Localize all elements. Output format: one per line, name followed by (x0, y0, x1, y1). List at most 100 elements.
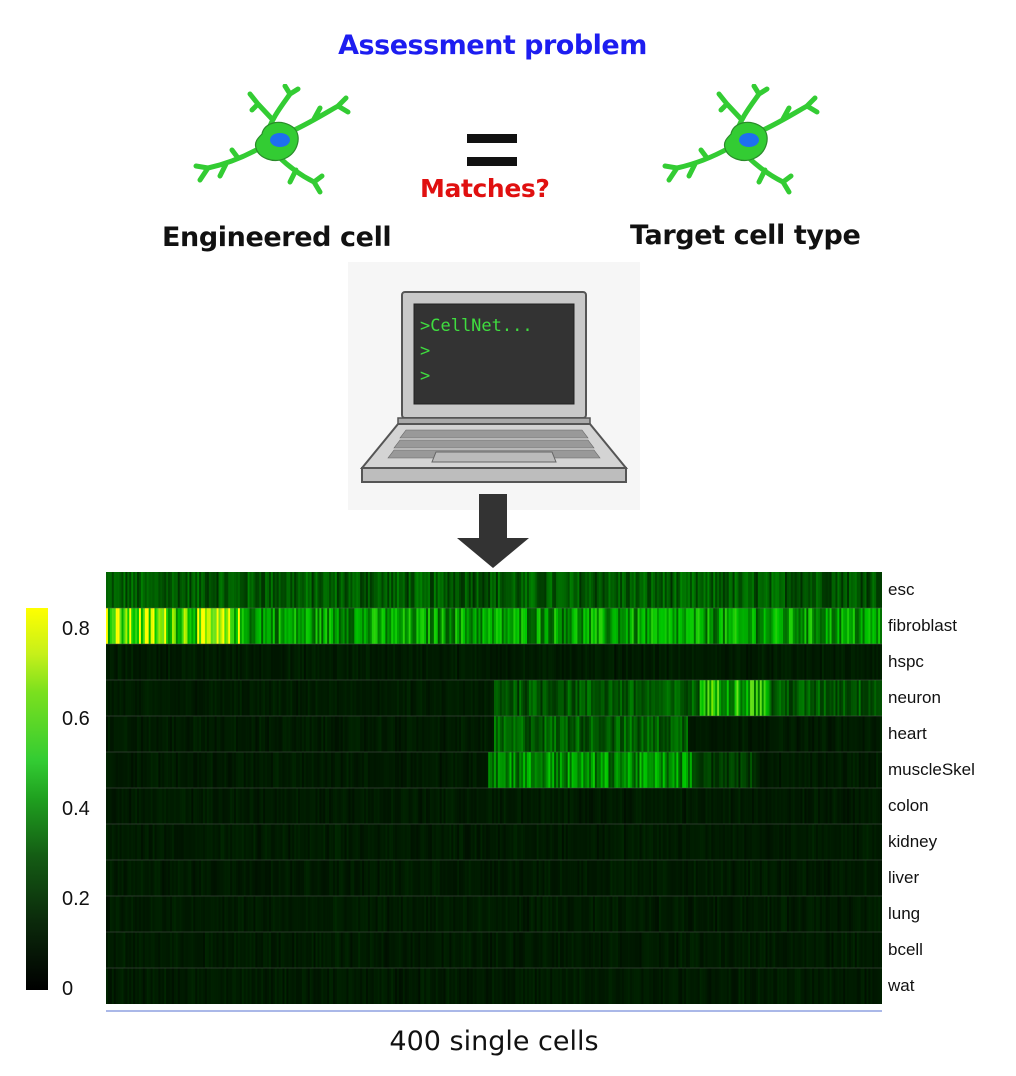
heatmap-cell (501, 644, 504, 680)
heatmap-cell (282, 968, 285, 1004)
heatmap-cell (445, 680, 448, 716)
heatmap-cell (179, 572, 182, 608)
heatmap-cell (585, 644, 588, 680)
heatmap-cell (538, 824, 541, 860)
heatmap-cell (185, 968, 188, 1004)
heatmap-cell (647, 824, 650, 860)
heatmap-cell (135, 644, 138, 680)
heatmap-cell (569, 788, 572, 824)
heatmap-cell (701, 608, 704, 644)
heatmap-cell (742, 932, 745, 968)
heatmap-cell (414, 680, 417, 716)
heatmap-cell (307, 644, 310, 680)
heatmap-cell (845, 788, 848, 824)
heatmap-cell (457, 824, 460, 860)
heatmap-cell (759, 788, 763, 824)
heatmap-cell (722, 644, 726, 680)
heatmap-cell (497, 716, 501, 752)
heatmap-cell (720, 608, 724, 644)
heatmap-cell (724, 752, 728, 788)
heatmap-cell (759, 860, 763, 896)
heatmap-cell (856, 968, 860, 1004)
heatmap-cell (831, 824, 834, 860)
heatmap-cell (468, 860, 472, 896)
heatmap-cell (449, 716, 452, 752)
heatmap-cell (350, 752, 353, 788)
heatmap-cell (168, 788, 171, 824)
heatmap-cell (575, 572, 578, 608)
heatmap-cell (540, 680, 543, 716)
heatmap-cell (197, 968, 200, 1004)
heatmap-cell (222, 968, 225, 1004)
heatmap-cell (443, 824, 446, 860)
heatmap-cell (503, 968, 506, 1004)
heatmap-cell (276, 932, 279, 968)
heatmap-cell (783, 644, 786, 680)
heatmap-cell (783, 572, 786, 608)
heatmap-cell (461, 572, 464, 608)
heatmap-cell (305, 824, 309, 860)
heatmap-cell (470, 824, 473, 860)
heatmap-cell (802, 572, 805, 608)
heatmap-cell (135, 572, 138, 608)
heatmap-cell (309, 608, 312, 644)
heatmap-cell (625, 644, 629, 680)
heatmap-cell (267, 932, 270, 968)
heatmap-cell (854, 680, 858, 716)
heatmap-cell (835, 608, 838, 644)
heatmap-cell (773, 788, 776, 824)
heatmap-cell (290, 860, 293, 896)
heatmap-cell (393, 896, 396, 932)
heatmap-cell (845, 608, 848, 644)
heatmap-cell (106, 680, 109, 716)
heatmap-cell (268, 860, 272, 896)
heatmap-cell (495, 572, 499, 608)
heatmap-cell (494, 752, 497, 788)
heatmap-cell (740, 932, 743, 968)
heatmap-cell (398, 752, 402, 788)
heatmap-cell (604, 788, 607, 824)
heatmap-cell (592, 824, 596, 860)
heatmap-cell (195, 824, 198, 860)
heatmap-cell (796, 644, 799, 680)
heatmap-cell (509, 680, 512, 716)
heatmap-cell (755, 968, 759, 1004)
heatmap-cell (852, 752, 856, 788)
heatmap-cell (839, 608, 842, 644)
heatmap-cell (829, 788, 832, 824)
heatmap-cell (286, 752, 289, 788)
heatmap-cell (806, 572, 809, 608)
heatmap-cell (329, 608, 332, 644)
heatmap-cell (643, 716, 646, 752)
heatmap-cell (662, 896, 666, 932)
heatmap-cell (538, 644, 541, 680)
heatmap-cell (616, 968, 619, 1004)
heatmap-cell (346, 932, 349, 968)
heatmap-cell (383, 716, 386, 752)
heatmap-cell (259, 716, 262, 752)
heatmap-cell (579, 932, 582, 968)
heatmap-cell (769, 788, 772, 824)
heatmap-cell (800, 644, 803, 680)
heatmap-cell (620, 860, 623, 896)
heatmap-cell (468, 716, 472, 752)
heatmap-cell (206, 716, 210, 752)
heatmap-cell (263, 752, 266, 788)
heatmap-cell (400, 824, 404, 860)
heatmap-cell (245, 608, 248, 644)
heatmap-cell (513, 788, 516, 824)
heatmap-cell (488, 860, 491, 896)
heatmap-cell (288, 680, 291, 716)
heatmap-cell (589, 824, 592, 860)
heatmap-canvas (106, 572, 882, 1004)
target-cell-caption: Target cell type (630, 220, 861, 251)
heatmap-cell (678, 788, 681, 824)
heatmap-cell (788, 572, 792, 608)
heatmap-cell (445, 968, 448, 1004)
heatmap-cell (228, 572, 231, 608)
heatmap-cell (583, 788, 586, 824)
heatmap-cell (804, 968, 807, 1004)
heatmap-cell (703, 680, 706, 716)
heatmap-cell (573, 680, 576, 716)
heatmap-cell (191, 644, 194, 680)
